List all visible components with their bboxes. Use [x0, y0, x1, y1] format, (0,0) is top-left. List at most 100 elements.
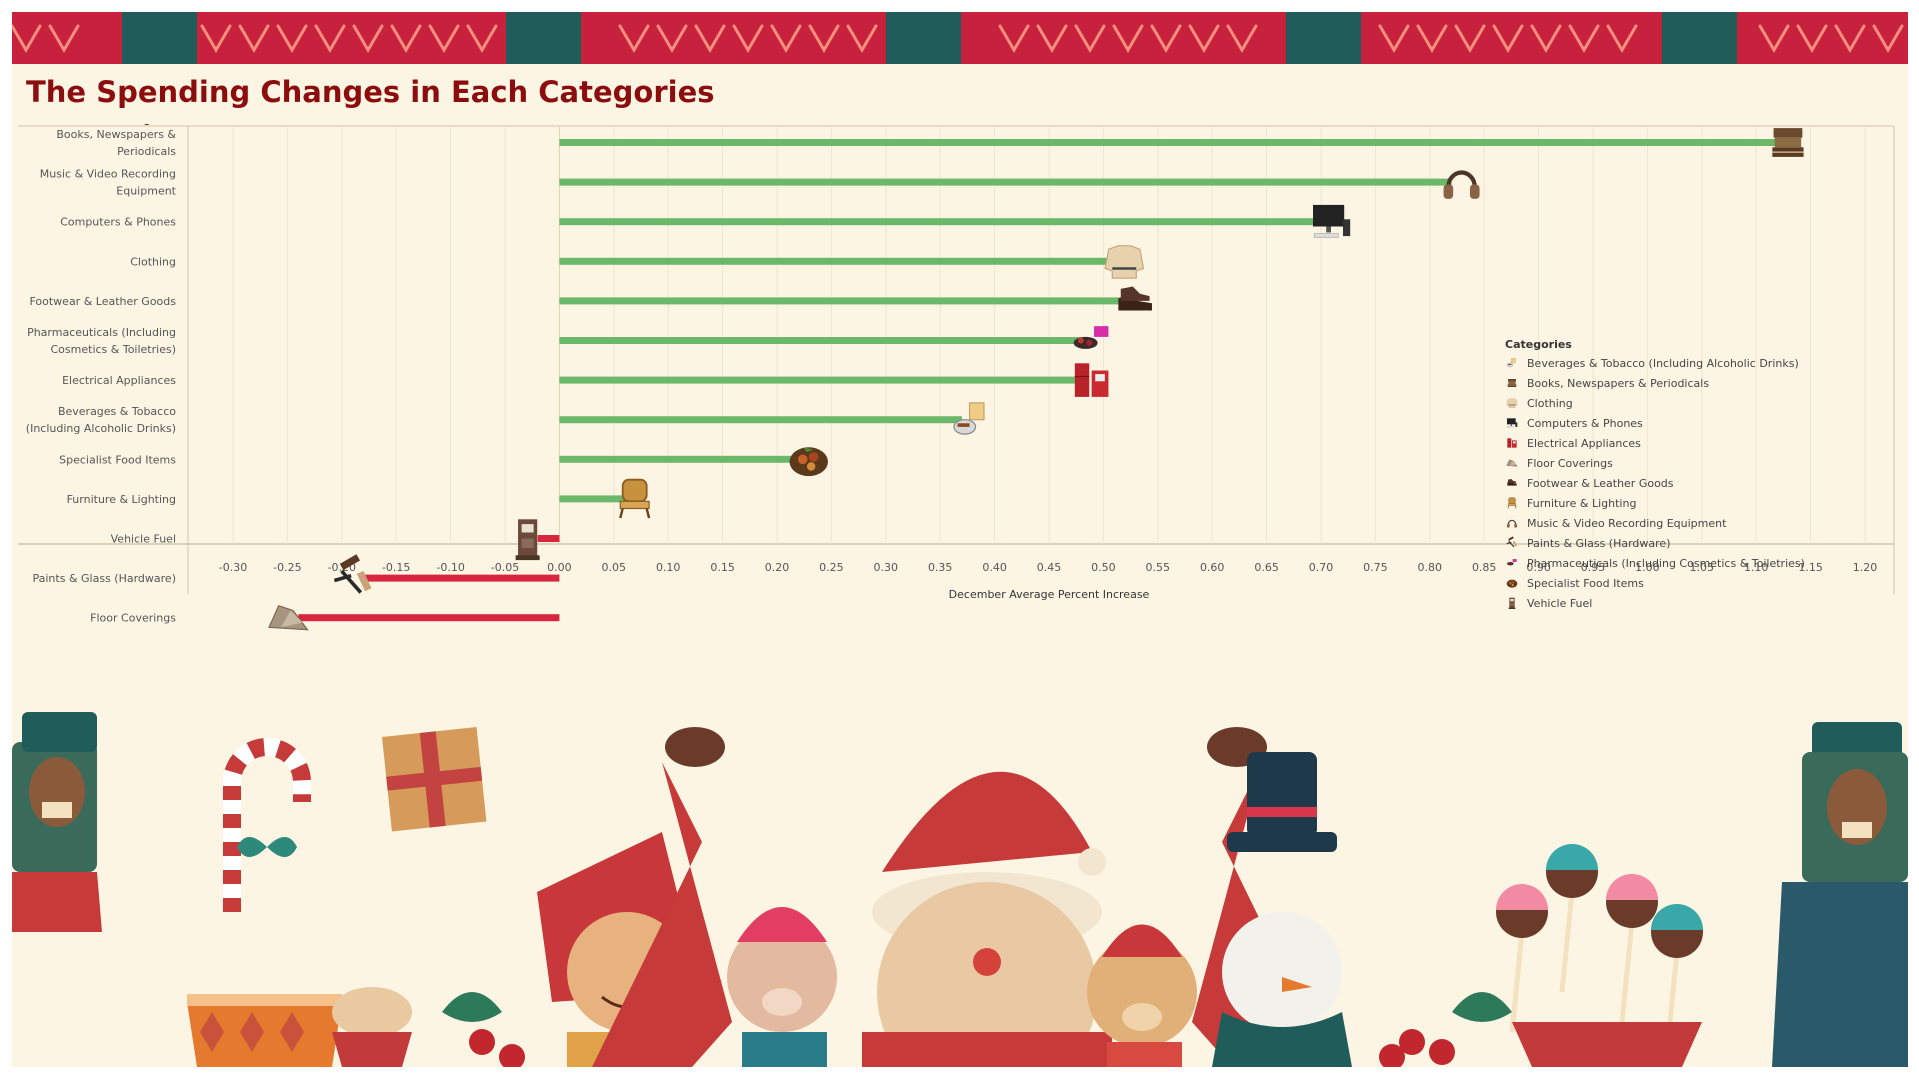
- dashboard-title: The Spending Changes in Each Categories: [26, 75, 715, 109]
- food-plate-icon: [789, 447, 828, 477]
- x-tick-label: 1.00: [1635, 561, 1660, 574]
- x-tick-label: -0.25: [273, 561, 301, 574]
- bar: [559, 337, 1082, 344]
- shoe-icon: [1507, 479, 1517, 486]
- category-label: Pharmaceuticals (Including Cosmetics & To…: [27, 326, 176, 356]
- category-label: Computers & Phones: [60, 216, 176, 229]
- banner-teal-block: [1662, 12, 1737, 64]
- x-tick-label: 0.10: [656, 561, 681, 574]
- sweater-icon: [1506, 398, 1518, 408]
- x-tick-label: 0.30: [874, 561, 899, 574]
- holly-berries: [442, 992, 1512, 1067]
- legend-title: Categories: [1505, 338, 1572, 351]
- bar: [559, 455, 799, 463]
- x-tick-label: 0.15: [710, 561, 735, 574]
- x-axis-title: December Average Percent Increase: [949, 588, 1150, 601]
- legend-item: Books, Newspapers & Periodicals: [1527, 377, 1709, 390]
- x-tick-label: 0.85: [1472, 561, 1497, 574]
- x-tick-label: 0.90: [1526, 561, 1551, 574]
- x-tick-label: 0.45: [1037, 561, 1062, 574]
- festive-banner: [12, 12, 1908, 64]
- bar: [298, 614, 560, 622]
- nutcracker-left: [12, 712, 102, 932]
- bar: [363, 574, 560, 582]
- x-tick-label: -0.30: [219, 561, 247, 574]
- hot-drink: [187, 994, 342, 1067]
- fridge-icon: [1074, 363, 1109, 397]
- x-tick-label: 0.55: [1146, 561, 1171, 574]
- banner-teal-block: [122, 12, 197, 64]
- x-tick-label: 0.40: [982, 561, 1007, 574]
- armchair-icon: [1507, 497, 1517, 509]
- category-label: Floor Coverings: [90, 612, 176, 625]
- x-tick-label: 0.75: [1363, 561, 1388, 574]
- category-label: Books, Newspapers & Periodicals: [56, 128, 176, 158]
- rug-icon: [1506, 459, 1518, 467]
- x-tick-label: 0.35: [928, 561, 953, 574]
- paint-brush-icon: [1506, 536, 1517, 548]
- x-tick-label: 0.80: [1418, 561, 1443, 574]
- legend-item: Vehicle Fuel: [1527, 597, 1592, 610]
- x-tick-label: 0.95: [1581, 561, 1606, 574]
- fridge-icon: [1507, 438, 1517, 448]
- category-label: Vehicle Fuel: [111, 533, 176, 546]
- legend-item: Clothing: [1527, 397, 1573, 410]
- x-tick-label: 0.20: [765, 561, 790, 574]
- legend-item: Pharmaceuticals (Including Cosmetics & T…: [1527, 557, 1805, 570]
- santa: [592, 727, 1332, 1067]
- x-tick-label: 0.70: [1309, 561, 1334, 574]
- fuel-pump-icon: [515, 519, 540, 561]
- teddy-bear-left: [727, 907, 837, 1067]
- banner-teal-block: [886, 12, 961, 64]
- bar: [559, 257, 1115, 265]
- x-tick-label: 1.15: [1798, 561, 1823, 574]
- x-tick-label: -0.15: [382, 561, 410, 574]
- x-tick-label: 0.60: [1200, 561, 1225, 574]
- legend-item: Computers & Phones: [1527, 417, 1643, 430]
- legend-item: Music & Video Recording Equipment: [1527, 517, 1727, 530]
- bar: [559, 297, 1126, 305]
- rug-icon: [268, 604, 309, 631]
- category-label: Beverages & Tobacco (Including Alcoholic …: [26, 405, 176, 435]
- cosmetics-icon: [1073, 326, 1109, 349]
- shoe-icon: [1118, 286, 1152, 311]
- banner-zigzag: [12, 24, 1904, 53]
- legend-item: Paints & Glass (Hardware): [1527, 537, 1671, 550]
- category-label: Music & Video Recording Equipment: [40, 168, 177, 198]
- food-plate-icon: [1506, 579, 1518, 588]
- computer-icon: [1507, 418, 1518, 428]
- snowman: [1212, 752, 1352, 1067]
- armchair-icon: [619, 478, 651, 519]
- x-tick-label: 0.50: [1091, 561, 1116, 574]
- books-icon: [1772, 128, 1804, 157]
- banner-teal-block: [506, 12, 581, 64]
- gift-box: [382, 727, 487, 832]
- legend-item: Electrical Appliances: [1527, 437, 1641, 450]
- cake-pops: [1496, 844, 1703, 1067]
- legend-item: Floor Coverings: [1527, 457, 1613, 470]
- nutcracker-right: [1772, 722, 1908, 1067]
- bar: [559, 139, 1778, 146]
- legend-item: Footwear & Leather Goods: [1527, 477, 1674, 490]
- bar: [559, 495, 625, 503]
- bar: [559, 178, 1452, 186]
- christmas-characters-illustration: [12, 712, 1908, 1067]
- category-label: Clothing: [130, 255, 176, 268]
- category-label: Footwear & Leather Goods: [29, 295, 176, 308]
- spending-change-chart: Categories-0.30-0.25-0.20-0.15-0.10-0.05…: [18, 124, 1895, 631]
- books-icon: [1507, 379, 1517, 387]
- row-header-title: Categories: [115, 124, 182, 126]
- dashboard: The Spending Changes in Each Categories …: [12, 12, 1908, 1067]
- legend-item: Beverages & Tobacco (Including Alcoholic…: [1527, 357, 1799, 370]
- headphones-icon: [1507, 519, 1517, 528]
- legend-item: Specialist Food Items: [1527, 577, 1644, 590]
- bar: [559, 416, 962, 424]
- bar: [559, 376, 1082, 384]
- x-tick-label: 0.25: [819, 561, 844, 574]
- x-tick-label: 1.20: [1853, 561, 1878, 574]
- teddy-bear-right: [1087, 924, 1197, 1067]
- x-tick-label: 0.65: [1254, 561, 1279, 574]
- candy-cane: [223, 738, 311, 912]
- cosmetics-icon: [1507, 559, 1517, 566]
- category-label: Furniture & Lighting: [67, 493, 176, 506]
